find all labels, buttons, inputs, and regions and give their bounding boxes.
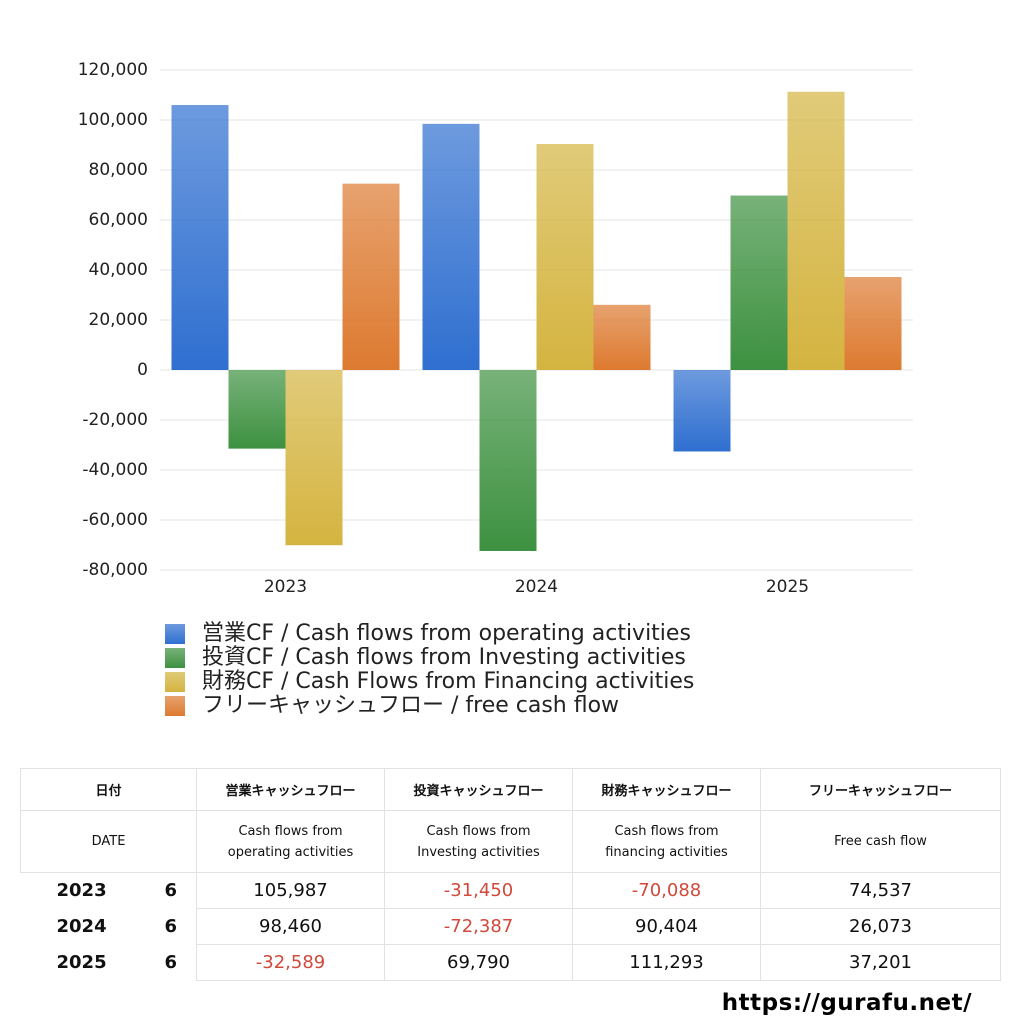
year-cell: 2025 bbox=[56, 952, 107, 973]
table-row: 日付 営業キャッシュフロー 投資キャッシュフロー 財務キャッシュフロー フリーキャッシュ… bbox=[19, 768, 1002, 811]
value-cell: -70,088 bbox=[572, 872, 762, 909]
legend-label: 投資CF / Cash flows from Investing activit… bbox=[202, 645, 686, 670]
chart: -80,000 -60,000 -40,000 -20,000 0 20,000 40,00… bbox=[78, 60, 913, 718]
header-cell: 日付 bbox=[19, 768, 198, 811]
value-cell: -31,450 bbox=[384, 872, 574, 909]
bar bbox=[730, 195, 788, 370]
y-tick-label: 40,000 bbox=[89, 260, 148, 280]
y-tick-label: 20,000 bbox=[89, 310, 148, 330]
y-tick-label: -80,000 bbox=[82, 560, 148, 580]
value-cell: 98,460 bbox=[196, 908, 386, 945]
bar bbox=[844, 276, 902, 370]
bar bbox=[228, 370, 286, 449]
table-row: 2023 6 105,987 -31,450 -70,088 74,537 bbox=[21, 872, 1002, 909]
bar bbox=[787, 91, 845, 370]
y-tick-label: -20,000 bbox=[82, 410, 148, 430]
header-cell: Cash flows from Investing activities bbox=[384, 810, 574, 873]
value-cell: 90,404 bbox=[572, 908, 762, 945]
x-tick-label: 2024 bbox=[515, 577, 558, 597]
bar bbox=[285, 370, 343, 546]
y-tick-label: -40,000 bbox=[82, 460, 148, 480]
value-cell: 74,537 bbox=[760, 872, 1002, 909]
legend-swatch bbox=[165, 624, 185, 644]
site-url: https://gurafu.net/ bbox=[721, 990, 972, 1016]
month-cell: 6 bbox=[145, 944, 198, 981]
x-tick-label: 2025 bbox=[766, 577, 809, 597]
value-cell: 37,201 bbox=[760, 944, 1002, 981]
y-tick-label: -60,000 bbox=[82, 510, 148, 530]
header-cell: 投資キャッシュフロー bbox=[384, 768, 574, 811]
value-cell: 69,790 bbox=[384, 944, 574, 981]
y-tick-label: 0 bbox=[137, 360, 148, 380]
bar bbox=[479, 370, 537, 551]
header-cell: DATE bbox=[19, 810, 198, 873]
header-cell: フリーキャッシュフロー bbox=[760, 768, 1002, 811]
header-cell: 営業キャッシュフロー bbox=[196, 768, 386, 811]
value-cell: -32,589 bbox=[196, 944, 386, 981]
bar bbox=[171, 105, 229, 370]
year-cell: 2024 bbox=[56, 916, 107, 937]
y-tick-label: 120,000 bbox=[78, 60, 148, 80]
header-cell: Cash flows from operating activities bbox=[196, 810, 386, 873]
header-cell: 財務キャッシュフロー bbox=[572, 768, 762, 811]
bar bbox=[593, 304, 651, 370]
month-cell: 6 bbox=[145, 908, 198, 945]
value-cell: 105,987 bbox=[196, 872, 386, 909]
table-row: 2024 6 98,460 -72,387 90,404 26,073 bbox=[21, 908, 1002, 945]
bar bbox=[342, 183, 400, 370]
bar bbox=[536, 143, 594, 370]
cash-flow-table: 日付 営業キャッシュフロー 投資キャッシュフロー 財務キャッシュフロー フリーキャッシュ… bbox=[19, 768, 1002, 981]
table-row: 2025 6 -32,589 69,790 111,293 37,201 bbox=[21, 944, 1002, 981]
y-tick-label: 60,000 bbox=[89, 210, 148, 230]
y-tick-label: 100,000 bbox=[78, 110, 148, 130]
header-cell: Cash flows from financing activities bbox=[572, 810, 762, 873]
legend-label: フリーキャッシュフロー / free cash flow bbox=[202, 693, 619, 718]
header-cell: Free cash flow bbox=[760, 810, 1002, 873]
value-cell: -72,387 bbox=[384, 908, 574, 945]
month-cell: 6 bbox=[145, 872, 198, 909]
legend-swatch bbox=[165, 672, 185, 692]
legend-swatch bbox=[165, 696, 185, 716]
year-cell: 2023 bbox=[56, 880, 107, 902]
value-cell: 111,293 bbox=[572, 944, 762, 981]
bar bbox=[422, 123, 480, 370]
legend-label: 財務CF / Cash Flows from Financing activit… bbox=[202, 669, 694, 694]
legend-swatch bbox=[165, 648, 185, 668]
value-cell: 26,073 bbox=[760, 908, 1002, 945]
bar bbox=[673, 370, 731, 452]
x-tick-label: 2023 bbox=[264, 577, 307, 597]
y-tick-label: 80,000 bbox=[89, 160, 148, 180]
table-row: DATE Cash flows from operating activities… bbox=[19, 810, 1002, 873]
legend-label: 営業CF / Cash flows from operating activit… bbox=[202, 621, 691, 646]
